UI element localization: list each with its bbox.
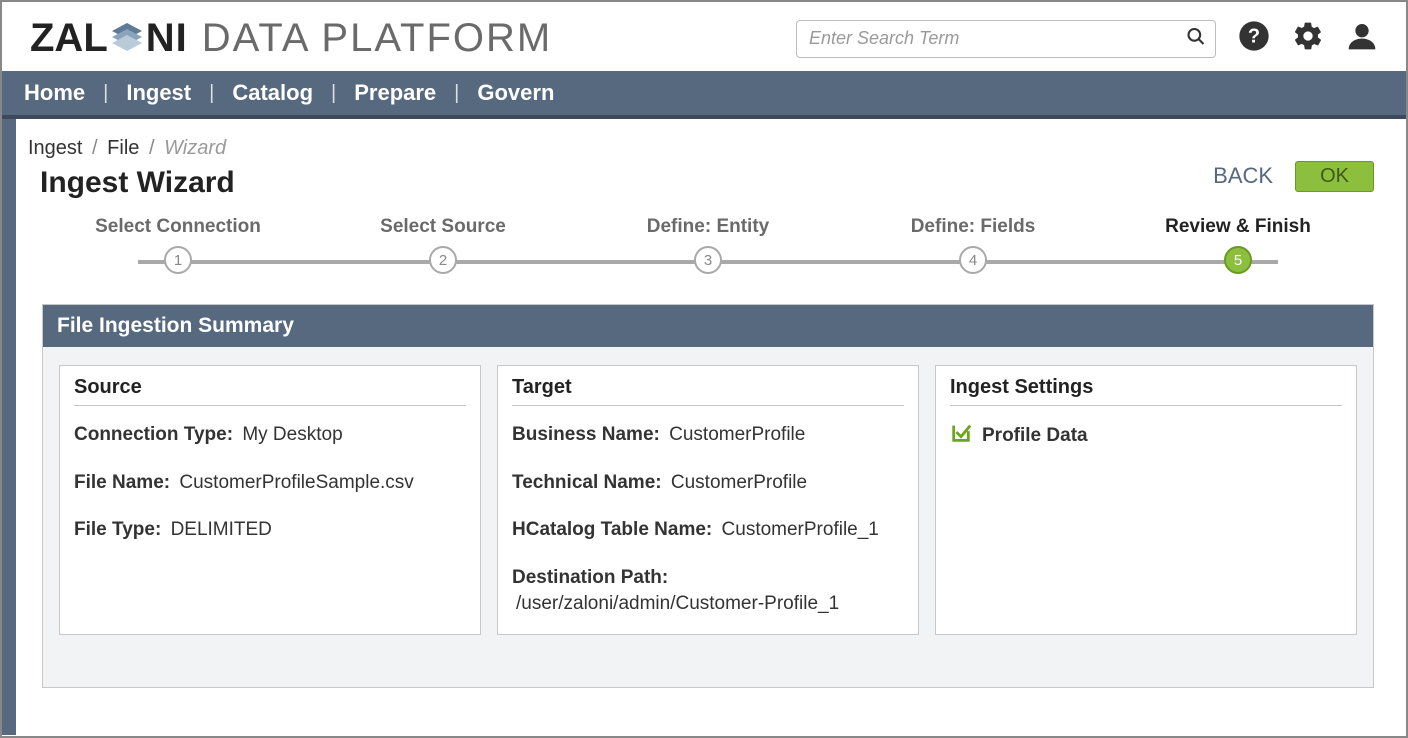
breadcrumb-ingest[interactable]: Ingest [28,137,82,159]
target-technical-name: Technical Name: CustomerProfile [512,470,904,496]
target-hcatalog: HCatalog Table Name: CustomerProfile_1 [512,517,904,543]
brand-strong: ZAL NI [30,16,188,61]
svg-text:?: ? [1248,26,1260,48]
card-settings: Ingest Settings Profile Data [935,365,1357,635]
breadcrumb-sep: / [149,137,155,159]
page-actions: BACK OK [1213,161,1374,192]
steps-container: Select Connection 1 Select Source 2 Define: … [88,216,1328,274]
main-nav: Home| Ingest| Catalog| Prepare| Govern [2,71,1406,119]
search-input[interactable] [796,20,1216,58]
search-icon[interactable] [1186,26,1206,51]
step-circle: 1 [164,246,192,274]
step-1[interactable]: Select Connection 1 [88,216,268,274]
setting-profile-data: Profile Data [950,422,1342,450]
step-label: Select Connection [95,216,261,238]
card-target-title: Target [512,376,904,406]
check-icon [950,422,972,450]
summary-header: File Ingestion Summary [43,305,1373,347]
help-icon[interactable]: ? [1238,20,1270,57]
back-button[interactable]: BACK [1213,163,1273,189]
card-target: Target Business Name: CustomerProfile Te… [497,365,919,635]
nav-govern[interactable]: Govern [477,80,554,106]
breadcrumb-file[interactable]: File [107,137,139,159]
nav-catalog[interactable]: Catalog [232,80,313,106]
brand-cube-icon [110,16,144,61]
step-circle: 4 [959,246,987,274]
summary-panel: File Ingestion Summary Source Connection… [42,304,1374,688]
source-connection-type: Connection Type: My Desktop [74,422,466,448]
brand-light: DATA PLATFORM [202,16,552,61]
nav-ingest[interactable]: Ingest [126,80,191,106]
brand: ZAL NI DATA PLATFORM [30,16,552,61]
main-area: Ingest / File / Wizard Ingest Wizard BAC… [2,119,1406,735]
app-header: ZAL NI DATA PLATFORM [2,2,1406,71]
step-3[interactable]: Define: Entity 3 [618,216,798,274]
content: Ingest / File / Wizard Ingest Wizard BAC… [16,119,1406,735]
nav-prepare[interactable]: Prepare [354,80,436,106]
step-label: Define: Fields [911,216,1036,238]
search-wrap [796,20,1216,58]
source-file-type: File Type: DELIMITED [74,517,466,543]
user-icon[interactable] [1346,20,1378,57]
target-business-name: Business Name: CustomerProfile [512,422,904,448]
gear-icon[interactable] [1292,20,1324,57]
summary-body: Source Connection Type: My Desktop File … [43,347,1373,687]
step-4[interactable]: Define: Fields 4 [883,216,1063,274]
breadcrumb: Ingest / File / Wizard [28,137,1388,160]
page-title: Ingest Wizard [40,166,235,200]
step-2[interactable]: Select Source 2 [353,216,533,274]
brand-text-b: NI [146,16,188,61]
step-circle: 3 [694,246,722,274]
nav-home[interactable]: Home [24,80,85,106]
step-label: Review & Finish [1165,216,1311,238]
page-head: Ingest Wizard BACK OK [36,166,1374,200]
step-label: Select Source [380,216,506,238]
source-file-name: File Name: CustomerProfileSample.csv [74,470,466,496]
brand-text-a: ZAL [30,16,108,61]
card-source-title: Source [74,376,466,406]
breadcrumb-current: Wizard [164,137,226,159]
card-settings-title: Ingest Settings [950,376,1342,406]
step-5[interactable]: Review & Finish 5 [1148,216,1328,274]
target-destination: Destination Path: /user/zaloni/admin/Cus… [512,565,904,616]
header-right: ? [796,20,1378,58]
step-label: Define: Entity [647,216,769,238]
step-circle: 2 [429,246,457,274]
wizard-stepper: Select Connection 1 Select Source 2 Define: … [88,216,1328,276]
card-source: Source Connection Type: My Desktop File … [59,365,481,635]
step-circle: 5 [1224,246,1252,274]
ok-button[interactable]: OK [1295,161,1374,192]
breadcrumb-sep: / [92,137,98,159]
sidebar-sliver [2,119,16,735]
setting-profile-data-label: Profile Data [982,425,1088,447]
